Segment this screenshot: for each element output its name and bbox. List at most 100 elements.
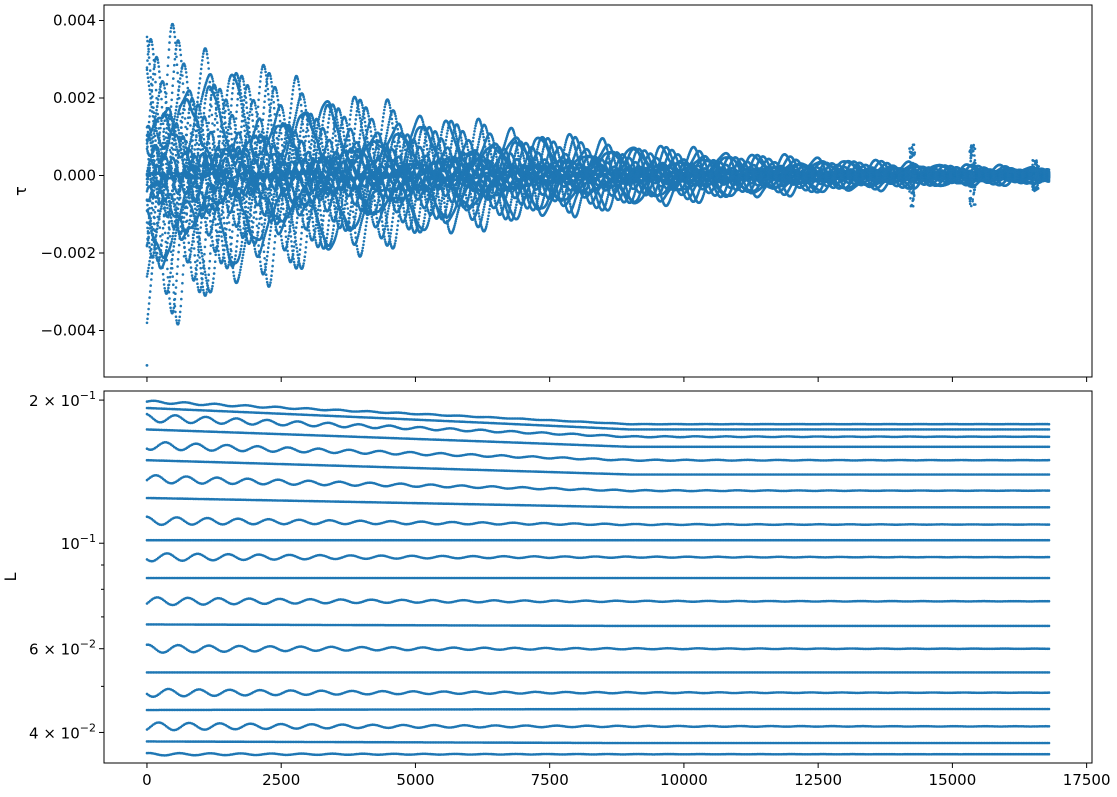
tau-point — [260, 216, 263, 220]
tau-point — [146, 203, 149, 207]
tau-point — [151, 202, 155, 205]
tau-point — [237, 276, 241, 279]
tau-point — [199, 248, 203, 252]
tau-point — [260, 71, 263, 74]
tau-point — [150, 133, 153, 137]
tau-point — [153, 186, 156, 189]
tau-point — [177, 96, 181, 100]
tau-point — [162, 81, 165, 85]
tau-point — [261, 128, 265, 131]
tau-point — [182, 180, 185, 183]
tau-point — [191, 133, 195, 137]
tau-point — [228, 118, 232, 121]
tau-point — [212, 272, 216, 275]
tau-point — [196, 286, 200, 289]
tau-point — [241, 185, 244, 188]
tau-point — [167, 56, 170, 59]
tau-point — [176, 161, 180, 164]
tau-point — [173, 57, 177, 61]
tau-point — [147, 302, 151, 305]
tau-point — [172, 245, 176, 248]
tau-point — [245, 174, 249, 177]
tau-point — [158, 217, 161, 221]
tau-point — [198, 231, 202, 235]
tau-point — [154, 234, 158, 237]
tau-point — [211, 223, 214, 227]
tau-point — [206, 279, 210, 282]
tau-point — [173, 302, 176, 306]
tau-point — [201, 120, 204, 124]
tau-point — [200, 136, 203, 139]
tau-point — [176, 224, 179, 228]
tau-point — [226, 154, 230, 158]
tau-point — [216, 128, 220, 131]
tau-point — [248, 226, 251, 229]
tau-point — [201, 123, 205, 127]
tau-point — [247, 224, 251, 227]
tau-point — [244, 88, 248, 91]
tau-point — [166, 64, 170, 68]
tau-series — [145, 22, 1051, 367]
tau-point — [203, 252, 206, 256]
tau-point — [200, 63, 203, 66]
tau-point — [235, 141, 239, 144]
tau-point — [230, 242, 233, 246]
tau-point — [239, 265, 243, 269]
tau-point — [156, 120, 160, 123]
tau-point — [161, 122, 165, 125]
tau-point — [219, 89, 223, 93]
tau-point — [189, 124, 192, 127]
tau-point — [167, 286, 170, 290]
tau-point — [184, 254, 187, 258]
tau-point — [197, 143, 201, 146]
tau-point — [248, 157, 252, 161]
tau-point — [242, 83, 246, 86]
tau-point — [148, 162, 152, 166]
tau-point — [247, 126, 251, 129]
tau-point — [202, 288, 205, 292]
tau-point — [174, 315, 178, 319]
tau-point — [246, 128, 249, 132]
tau-point — [173, 117, 176, 121]
tau-point — [217, 253, 221, 257]
tau-point — [198, 201, 201, 204]
tau-point — [217, 207, 221, 211]
tau-point — [174, 112, 177, 115]
tau-point — [171, 275, 174, 278]
tau-point — [147, 43, 151, 47]
tau-point — [173, 198, 177, 201]
tau-point — [170, 98, 173, 102]
tau-point — [180, 120, 184, 124]
tau-point — [216, 97, 220, 100]
tau-point — [168, 41, 171, 44]
tau-point — [155, 251, 159, 255]
tau-point — [236, 212, 240, 216]
tau-point — [213, 144, 216, 148]
tau-point — [158, 258, 161, 261]
tau-point — [230, 173, 234, 177]
tau-point — [160, 259, 164, 262]
tau-point — [153, 129, 156, 133]
tau-point — [167, 48, 171, 51]
tau-point — [225, 135, 229, 139]
tau-point — [152, 52, 155, 56]
tau-point — [232, 210, 236, 214]
tau-point — [188, 255, 192, 259]
tau-point — [240, 138, 243, 141]
tau-point — [262, 228, 265, 232]
tau-point — [226, 251, 230, 254]
tau-point — [250, 202, 253, 205]
tau-point — [148, 296, 151, 299]
tau-point — [161, 233, 164, 236]
tau-point — [184, 67, 187, 71]
tau-point — [187, 241, 191, 245]
tau-point — [165, 182, 169, 186]
tau-point — [178, 188, 182, 192]
tau-point — [198, 242, 202, 245]
tau-point — [170, 240, 173, 243]
tau-point — [243, 115, 246, 119]
tau-point — [243, 244, 246, 248]
tau-point — [150, 89, 154, 92]
tau-point — [148, 88, 151, 92]
tau-point — [192, 240, 195, 243]
